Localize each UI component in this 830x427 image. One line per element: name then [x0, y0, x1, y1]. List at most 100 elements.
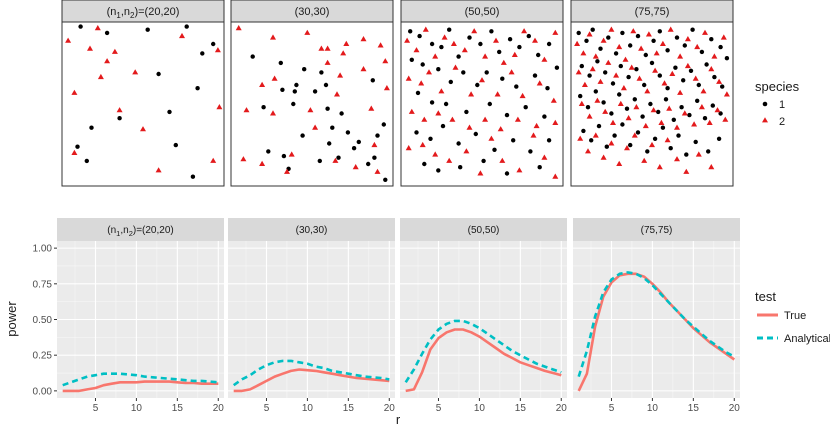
point-species-2-6	[377, 42, 384, 48]
point-species-1-31	[665, 86, 670, 91]
y-tick-label-0: 0.00	[33, 386, 53, 397]
point-species-1-63	[620, 122, 625, 127]
point-species-2-20	[575, 69, 582, 75]
point-species-2-17	[418, 80, 425, 86]
point-species-2-24	[508, 69, 515, 75]
point-species-1-11	[375, 133, 380, 138]
point-species-2-74	[708, 164, 715, 170]
point-species-2-27	[550, 97, 557, 103]
y-tick-label-1: 0.25	[33, 351, 53, 362]
point-species-1-22	[595, 59, 600, 64]
strip-label-2: (30,30)	[296, 225, 328, 236]
point-species-1-45	[624, 106, 630, 111]
point-species-2-39	[723, 91, 730, 97]
point-species-1-28	[642, 82, 647, 88]
x-tick-label-1: 10	[131, 403, 143, 414]
point-species-2-8	[337, 72, 344, 78]
point-species-1-23	[500, 76, 505, 81]
point-species-2-67	[641, 157, 648, 163]
point-species-2-26	[536, 80, 543, 86]
point-species-1-4	[312, 89, 318, 94]
point-species-2-23	[352, 164, 359, 170]
point-species-1-12	[665, 48, 670, 53]
point-species-1-17	[709, 37, 714, 42]
point-species-1-73	[706, 149, 711, 154]
point-species-1-65	[635, 130, 641, 135]
point-species-2-0	[65, 37, 72, 43]
point-species-1-19	[261, 105, 266, 110]
scatter-facet-3: (50,50)	[400, 0, 564, 187]
point-species-1-2	[302, 67, 307, 72]
point-species-1-39	[473, 131, 478, 137]
point-species-1-0	[250, 54, 255, 59]
point-species-1-50	[663, 97, 669, 102]
point-species-1-6	[325, 106, 330, 111]
point-species-2-32	[669, 70, 676, 76]
point-species-1-22	[339, 111, 344, 116]
point-species-1-11	[517, 44, 522, 50]
point-species-2-36	[533, 122, 540, 129]
point-species-1-8	[345, 130, 351, 135]
point-species-2-11	[653, 50, 660, 56]
legend-label-species-1: 1	[779, 99, 785, 111]
point-species-2-25	[374, 168, 381, 174]
point-species-2-6	[461, 47, 468, 53]
point-species-1-0	[145, 27, 150, 32]
power-facet-3: (50,50) 5 10 15 20	[400, 218, 567, 414]
point-species-1-45	[436, 168, 441, 173]
point-species-1-42	[528, 149, 533, 154]
point-species-2-24	[371, 141, 378, 148]
panel-border	[230, 21, 394, 187]
point-species-1-70	[676, 133, 681, 138]
point-species-1-2	[429, 41, 435, 47]
point-species-2-5	[360, 36, 367, 42]
point-species-2-48	[642, 122, 649, 129]
point-species-1-28	[429, 100, 435, 105]
x-tick-label-2: 15	[172, 403, 184, 414]
point-species-1-48	[648, 101, 653, 107]
point-species-2-21	[240, 156, 247, 162]
x-tick-label-3: 20	[556, 403, 568, 414]
point-species-2-13	[532, 37, 538, 43]
point-species-1-74	[716, 136, 722, 141]
point-species-1-35	[414, 130, 419, 135]
point-species-2-27	[360, 66, 367, 72]
point-species-2-4	[111, 48, 118, 54]
point-species-1-3	[211, 41, 216, 47]
point-species-1-33	[681, 78, 686, 83]
point-species-1-36	[704, 62, 709, 67]
point-species-1-13	[104, 30, 110, 36]
point-species-1-20	[461, 70, 466, 75]
strip-background	[228, 218, 395, 241]
power-facet-2: (30,30) 5 10 15 20	[228, 218, 395, 414]
point-species-2-8	[482, 53, 489, 59]
point-species-1-24	[366, 161, 371, 167]
point-species-2-35	[692, 75, 699, 81]
point-species-2-62	[600, 154, 607, 160]
x-tick-label-3: 20	[213, 403, 225, 414]
point-species-1-27	[415, 90, 421, 96]
point-species-2-13	[210, 157, 217, 163]
point-species-1-3	[319, 70, 324, 75]
point-species-2-0	[404, 37, 411, 43]
point-species-2-70	[664, 137, 671, 143]
point-species-1-29	[649, 60, 655, 66]
point-species-2-31	[449, 116, 456, 122]
point-species-2-26	[332, 157, 339, 163]
point-species-1-51	[671, 117, 676, 123]
point-species-1-42	[601, 100, 606, 105]
legend-label-true: True	[784, 310, 806, 322]
point-species-2-42	[594, 97, 601, 103]
point-species-1-68	[660, 125, 666, 130]
point-species-2-7	[471, 28, 478, 34]
x-tick-label-1: 10	[474, 403, 486, 414]
point-species-1-14	[78, 24, 83, 29]
point-species-1-16	[409, 57, 414, 62]
point-species-2-27	[628, 64, 635, 70]
point-species-2-19	[288, 151, 295, 157]
point-species-2-15	[684, 36, 691, 42]
point-species-1-2	[590, 27, 595, 32]
point-species-2-21	[581, 81, 588, 87]
scatter-facet-4: (75,75)	[570, 0, 734, 187]
